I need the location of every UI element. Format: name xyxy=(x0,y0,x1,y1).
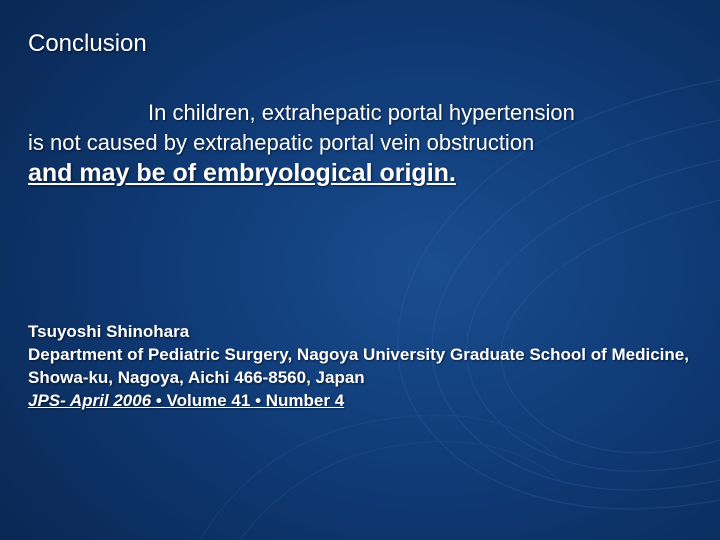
body-block: In children, extrahepatic portal hyperte… xyxy=(28,98,692,191)
citation-block: Tsuyoshi Shinohara Department of Pediatr… xyxy=(28,321,692,413)
body-emphasis: and may be of embryological origin. xyxy=(28,157,692,191)
citation-journal: JPS- April 2006 xyxy=(28,391,151,410)
citation-volume: Volume 41 xyxy=(167,391,251,410)
body-line-1: In children, extrahepatic portal hyperte… xyxy=(28,100,575,125)
body-text: In children, extrahepatic portal hyperte… xyxy=(28,98,692,157)
content-area: Conclusion In children, extrahepatic por… xyxy=(0,0,720,413)
slide-container: Conclusion In children, extrahepatic por… xyxy=(0,0,720,540)
slide-heading: Conclusion xyxy=(28,30,692,58)
citation-affiliation: Department of Pediatric Surgery, Nagoya … xyxy=(28,344,692,390)
body-line-2: is not caused by extrahepatic portal vei… xyxy=(28,130,534,155)
citation-author: Tsuyoshi Shinohara xyxy=(28,321,692,344)
citation-sep2: • xyxy=(250,391,265,410)
citation-number: Number 4 xyxy=(266,391,344,410)
citation-journal-line: JPS- April 2006 • Volume 41 • Number 4 xyxy=(28,390,692,413)
citation-sep1: • xyxy=(151,391,166,410)
